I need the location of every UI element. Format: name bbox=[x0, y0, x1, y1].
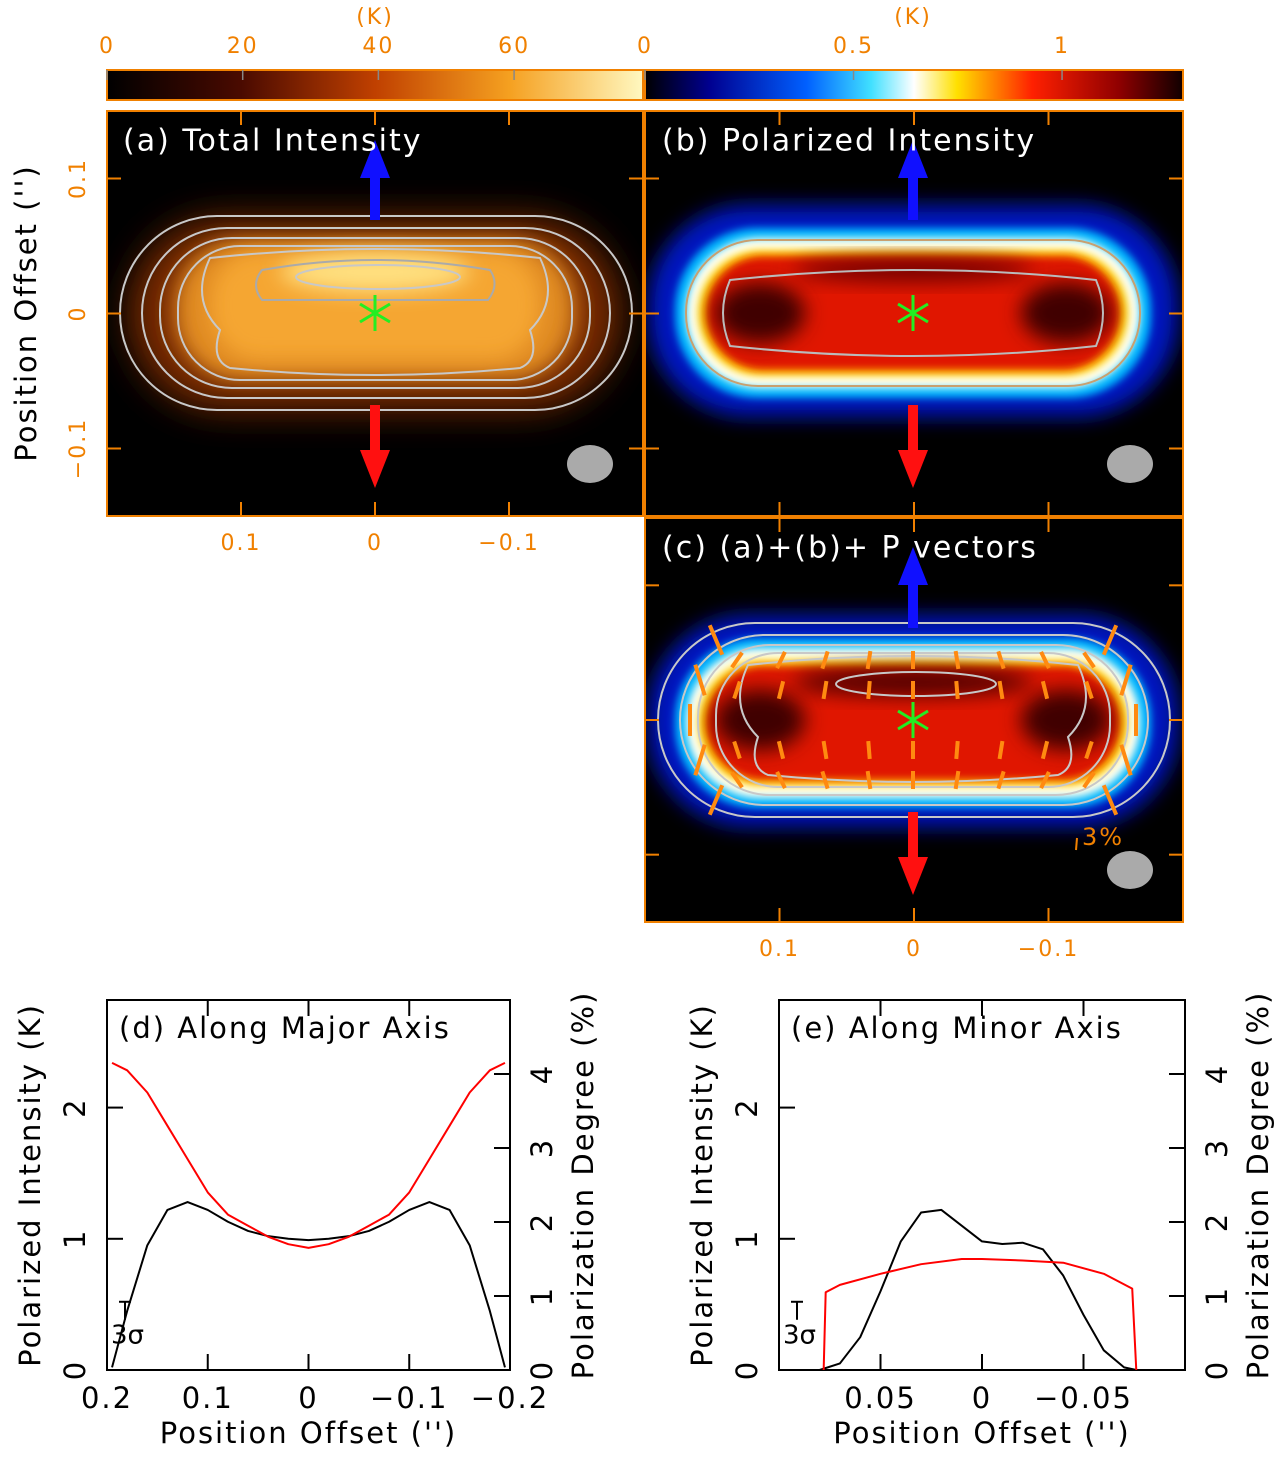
x-tick-label: 0 bbox=[298, 1381, 318, 1415]
y2-tick-label: 3 bbox=[525, 1138, 559, 1158]
y2-tick-label: 2 bbox=[525, 1212, 559, 1232]
x-tick-label: 0.1 bbox=[221, 531, 262, 556]
colorbar-tick-label: 0 bbox=[637, 34, 653, 59]
sigma-label: 3σ bbox=[111, 1320, 144, 1350]
chart-title: (d) Along Major Axis bbox=[119, 1011, 451, 1045]
x-tick-label: 0.05 bbox=[844, 1381, 917, 1415]
polarization-vector bbox=[868, 681, 869, 699]
x-tick-label: 0.1 bbox=[182, 1381, 234, 1415]
x-tick-label: 0 bbox=[972, 1381, 992, 1415]
panel-title: (b) Polarized Intensity bbox=[662, 124, 1036, 159]
y-axis-label: Polarized Intensity (K) bbox=[685, 1003, 719, 1367]
y-axis-label: Polarized Intensity (K) bbox=[13, 1003, 47, 1367]
plot-frame bbox=[779, 1000, 1185, 1370]
colorbar-tick-label: 40 bbox=[362, 34, 394, 59]
y-tick-label: −0.1 bbox=[66, 418, 91, 479]
y-axis-label: Position Offset ('') bbox=[9, 164, 43, 462]
x-tick-label: −0.05 bbox=[1034, 1381, 1133, 1415]
y-tick-label: 0.1 bbox=[66, 158, 91, 199]
y2-tick-label: 2 bbox=[1200, 1212, 1234, 1232]
polarization-vector bbox=[956, 771, 959, 789]
panel-title: (a) Total Intensity bbox=[123, 124, 423, 159]
y2-tick-label: 0 bbox=[1200, 1360, 1234, 1380]
y2-axis-label: Polarization Degree (%) bbox=[566, 991, 600, 1380]
polarization-vector bbox=[956, 681, 957, 699]
x-tick-label: −0.2 bbox=[471, 1381, 549, 1415]
colorbar-tick-label: 20 bbox=[227, 34, 259, 59]
y2-tick-label: 1 bbox=[525, 1286, 559, 1306]
y2-tick-label: 3 bbox=[1200, 1138, 1234, 1158]
polarization-vector bbox=[868, 741, 869, 759]
polarization-vector bbox=[1000, 681, 1003, 699]
colorbar bbox=[645, 70, 1183, 100]
colorbar-label: (K) bbox=[356, 5, 394, 30]
colorbar-tick-label: 1 bbox=[1054, 34, 1070, 59]
polarization-vector bbox=[956, 651, 959, 669]
colorbar-tick-label: 60 bbox=[498, 34, 530, 59]
colorbar-tick-label: 0 bbox=[99, 34, 115, 59]
y-tick-label: 2 bbox=[730, 1097, 764, 1117]
colorbar-tick-label: 0.5 bbox=[833, 34, 874, 59]
x-tick-label: 0 bbox=[906, 937, 922, 962]
y-tick-label: 1 bbox=[58, 1229, 92, 1249]
y-tick-label: 0 bbox=[58, 1360, 92, 1380]
polarization-vector bbox=[868, 771, 871, 789]
colorbar-label: (K) bbox=[894, 5, 932, 30]
vector-scale-label: 3% bbox=[1082, 823, 1124, 851]
polarization-vector bbox=[824, 681, 827, 699]
y-tick-label: 1 bbox=[730, 1229, 764, 1249]
y2-axis-label: Polarization Degree (%) bbox=[1241, 991, 1275, 1380]
polarization-vector bbox=[868, 651, 871, 669]
vector-scale bbox=[1076, 838, 1077, 850]
polarization-vector bbox=[956, 741, 957, 759]
polarization-vector bbox=[1000, 741, 1003, 759]
sigma-label: 3σ bbox=[783, 1320, 816, 1350]
x-tick-label: −0.1 bbox=[370, 1381, 448, 1415]
y-tick-label: 0 bbox=[730, 1360, 764, 1380]
x-tick-label: 0.2 bbox=[81, 1381, 133, 1415]
x-tick-label: 0.1 bbox=[759, 937, 800, 962]
y2-tick-label: 4 bbox=[525, 1064, 559, 1084]
figure: (K) (K) bbox=[0, 0, 1281, 1457]
x-tick-label: 0 bbox=[367, 531, 383, 556]
chart-title: (e) Along Minor Axis bbox=[791, 1011, 1123, 1045]
series-line bbox=[112, 1202, 505, 1367]
y2-tick-label: 4 bbox=[1200, 1064, 1234, 1084]
y2-tick-label: 1 bbox=[1200, 1286, 1234, 1306]
polarization-vector bbox=[824, 741, 827, 759]
x-axis-label: Position Offset ('') bbox=[160, 1416, 458, 1450]
colorbar bbox=[107, 70, 643, 100]
y2-tick-label: 0 bbox=[525, 1360, 559, 1380]
x-axis-label: Position Offset ('') bbox=[833, 1416, 1131, 1450]
x-tick-label: −0.1 bbox=[1018, 937, 1079, 962]
y-tick-label: 2 bbox=[58, 1097, 92, 1117]
panel-title: (c) (a)+(b)+ P vectors bbox=[662, 531, 1038, 566]
series-line bbox=[112, 1063, 505, 1248]
y-tick-label: 0 bbox=[66, 306, 91, 322]
series-line bbox=[820, 1210, 1137, 1370]
x-tick-label: −0.1 bbox=[478, 531, 539, 556]
plot-frame bbox=[107, 1000, 510, 1370]
